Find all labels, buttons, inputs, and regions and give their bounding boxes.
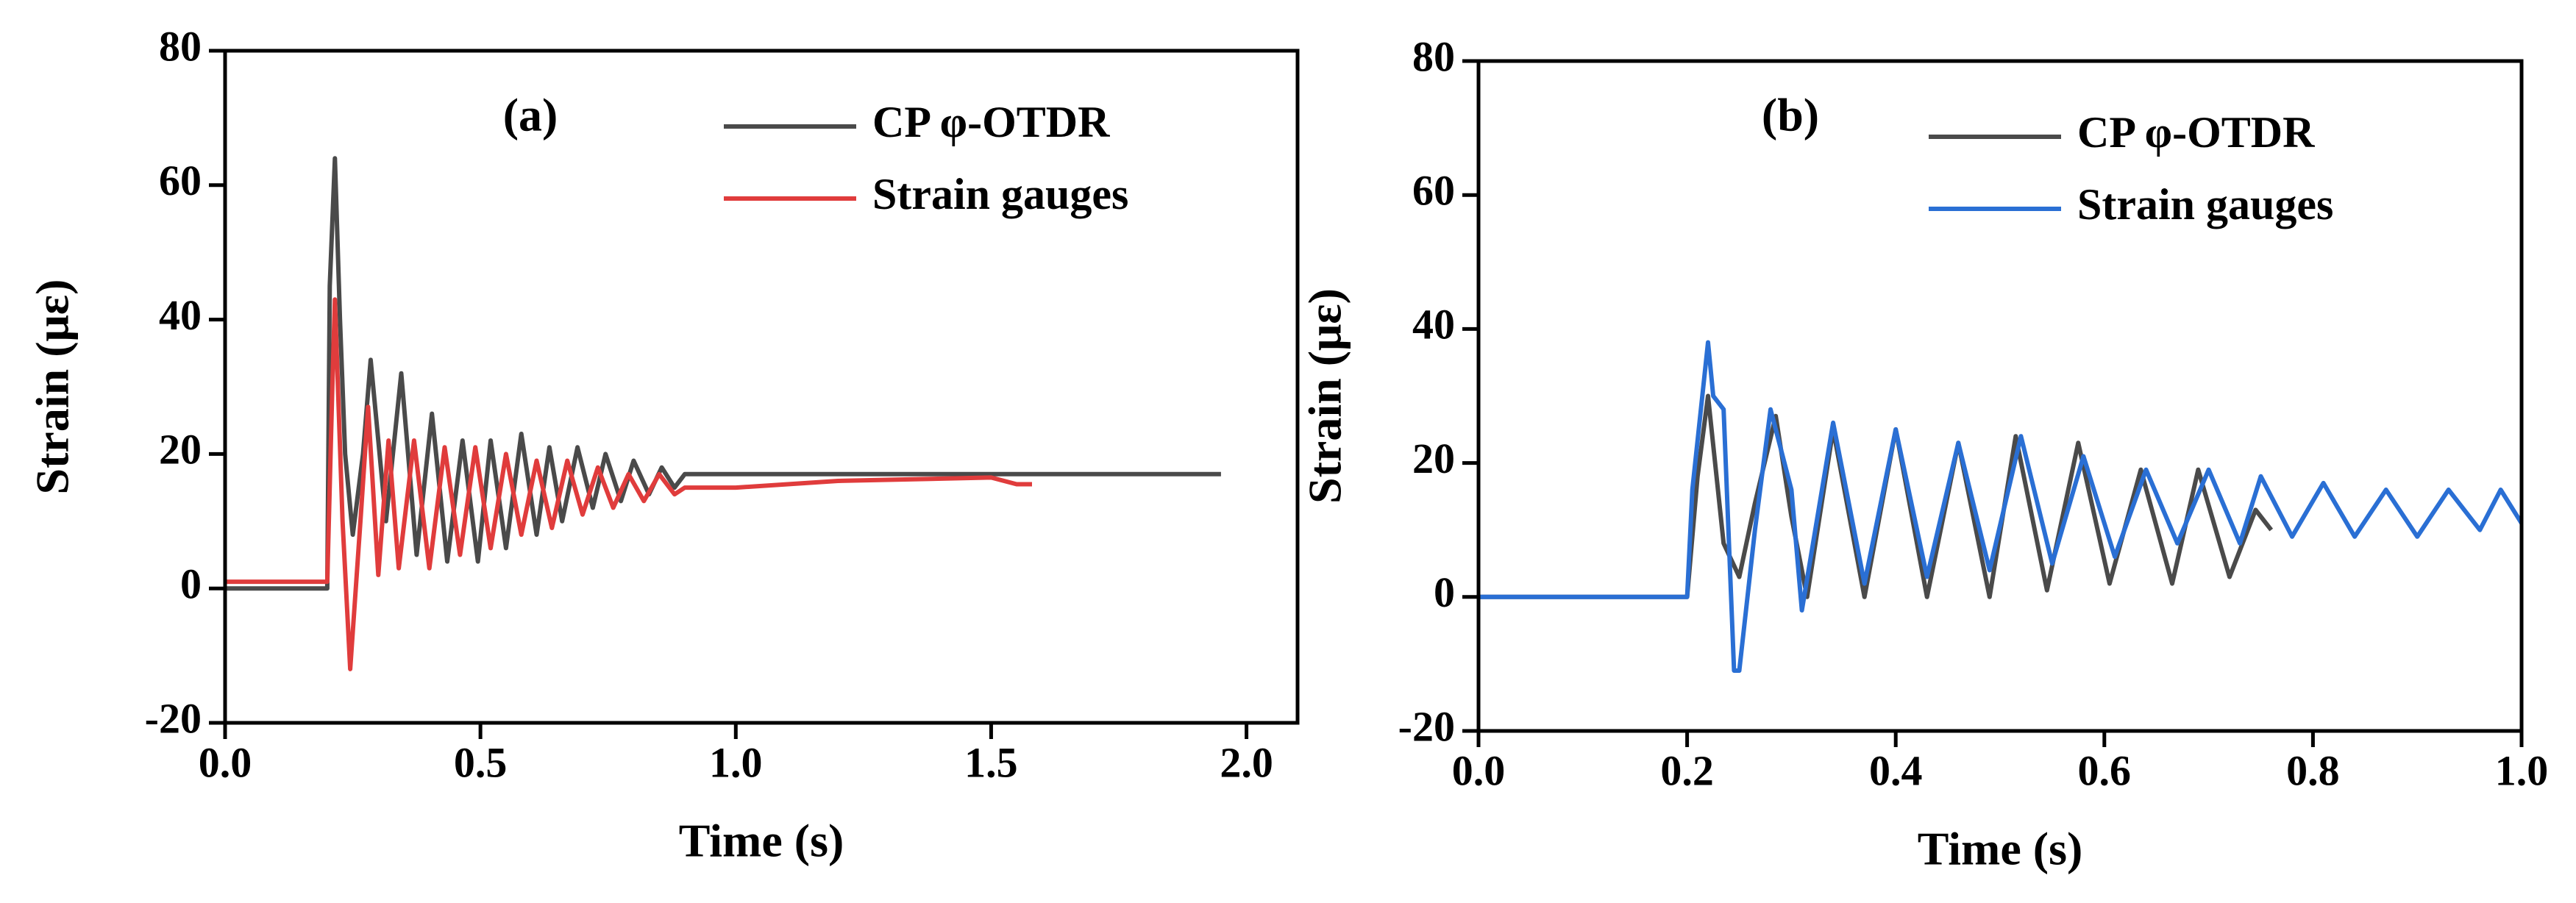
x-tick-label: 0.6 bbox=[2078, 746, 2132, 794]
x-axis-label: Time (s) bbox=[1918, 823, 2083, 875]
x-tick-label: 0.0 bbox=[199, 738, 252, 786]
y-tick-label: 60 bbox=[159, 157, 202, 204]
y-tick-label: 20 bbox=[159, 426, 202, 474]
y-tick-label: 80 bbox=[1412, 32, 1455, 80]
data-line bbox=[1479, 340, 2524, 673]
legend-label: Strain gauges bbox=[872, 170, 1128, 218]
y-tick-label: 0 bbox=[1434, 568, 1455, 616]
panel-label: (a) bbox=[503, 89, 558, 141]
y-tick-label: 0 bbox=[180, 560, 202, 608]
panel-label: (b) bbox=[1762, 89, 1819, 141]
x-tick-label: 1.5 bbox=[964, 738, 1018, 786]
plot-frame bbox=[223, 49, 1300, 725]
y-tick-label: 40 bbox=[159, 291, 202, 339]
data-line bbox=[225, 297, 1032, 671]
y-tick-label: -20 bbox=[145, 694, 202, 742]
x-tick-label: 0.4 bbox=[1869, 746, 1923, 794]
y-tick-label: 80 bbox=[159, 22, 202, 70]
data-line bbox=[1479, 393, 2274, 599]
legend-label: CP φ-OTDR bbox=[2077, 108, 2315, 157]
x-tick-label: 0.0 bbox=[1452, 746, 1506, 794]
y-axis-label: Strain (με) bbox=[26, 279, 79, 495]
y-tick-label: 20 bbox=[1412, 435, 1455, 482]
x-tick-label: 2.0 bbox=[1220, 738, 1273, 786]
plot-frame bbox=[1476, 59, 2524, 733]
y-tick-label: 60 bbox=[1412, 167, 1455, 215]
x-axis-label: Time (s) bbox=[679, 815, 844, 867]
y-tick-label: 40 bbox=[1412, 301, 1455, 349]
legend-label: CP φ-OTDR bbox=[872, 98, 1110, 146]
x-tick-label: 0.5 bbox=[454, 738, 508, 786]
x-tick-label: 0.2 bbox=[1660, 746, 1714, 794]
y-axis-label: Strain (με) bbox=[1299, 288, 1351, 504]
x-tick-label: 1.0 bbox=[709, 738, 763, 786]
x-tick-label: 0.8 bbox=[2286, 746, 2340, 794]
legend-label: Strain gauges bbox=[2077, 180, 2333, 229]
x-tick-label: 1.0 bbox=[2495, 746, 2549, 794]
y-tick-label: -20 bbox=[1398, 702, 1455, 750]
